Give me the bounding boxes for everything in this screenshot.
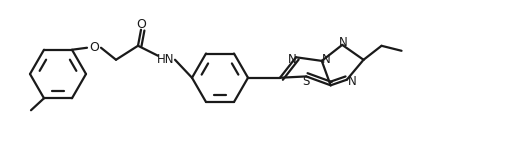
Text: N: N (339, 36, 348, 49)
Text: O: O (136, 18, 146, 31)
Text: S: S (303, 75, 310, 88)
Text: HN: HN (157, 53, 175, 66)
Text: N: N (321, 53, 330, 66)
Text: N: N (287, 53, 296, 66)
Text: N: N (348, 75, 356, 88)
Text: O: O (89, 41, 99, 54)
